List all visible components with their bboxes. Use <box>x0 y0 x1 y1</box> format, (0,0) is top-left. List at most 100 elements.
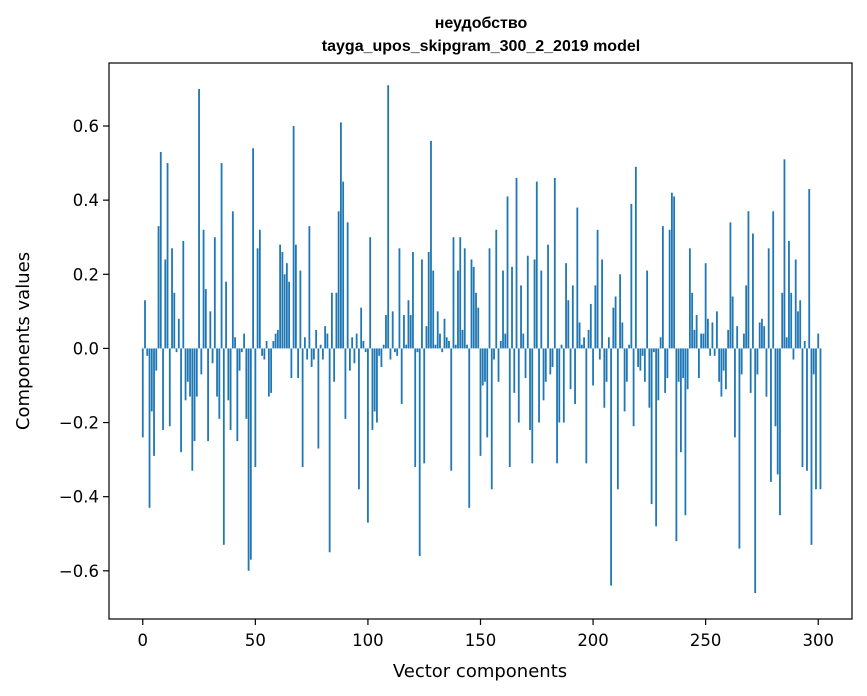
bar-component-190 <box>569 348 572 390</box>
bar-component-143 <box>463 248 466 349</box>
bar-component-232 <box>664 348 667 393</box>
bar-component-237 <box>675 348 678 542</box>
bar-component-242 <box>686 348 689 390</box>
bar-component-300 <box>817 333 820 349</box>
bar-component-222 <box>641 348 644 356</box>
bar-component-189 <box>567 300 570 349</box>
y-tick-label: 0.0 <box>73 339 99 358</box>
bar-component-54 <box>263 348 266 360</box>
bar-component-153 <box>486 348 489 438</box>
bar-component-245 <box>693 329 696 349</box>
bar-component-55 <box>265 341 268 349</box>
bar-component-271 <box>752 233 754 349</box>
bar-component-296 <box>808 189 811 349</box>
bar-component-282 <box>776 348 779 475</box>
bar-component-8 <box>159 151 162 349</box>
bar-component-9 <box>162 348 164 430</box>
bar-component-72 <box>303 337 306 349</box>
bar-component-175 <box>535 181 538 349</box>
bar-component-82 <box>326 333 329 349</box>
bar-component-178 <box>542 348 545 401</box>
bar-component-25 <box>198 88 200 349</box>
chart-title-line-1: неудобство <box>435 15 528 32</box>
bar-component-213 <box>621 322 624 349</box>
bar-component-76 <box>312 348 315 360</box>
bar-component-211 <box>616 348 619 490</box>
bar-component-272 <box>754 348 757 594</box>
bar-component-131 <box>436 311 439 349</box>
bar-component-298 <box>812 348 815 375</box>
bar-component-270 <box>749 348 752 393</box>
bar-component-129 <box>432 270 435 349</box>
bar-component-186 <box>560 344 563 349</box>
bar-component-230 <box>659 337 662 349</box>
bar-component-215 <box>625 348 628 382</box>
bar-component-96 <box>358 348 360 490</box>
bar-component-114 <box>398 248 401 349</box>
bar-component-279 <box>770 348 772 482</box>
bar-component-47 <box>247 348 250 571</box>
bar-component-79 <box>319 344 322 349</box>
bar-component-165 <box>513 348 516 393</box>
bar-component-5 <box>153 348 155 456</box>
bar-component-262 <box>731 296 734 349</box>
bar-component-251 <box>707 318 709 349</box>
bar-component-243 <box>688 248 691 349</box>
bar-component-123 <box>418 348 421 556</box>
bar-component-65 <box>288 281 291 349</box>
bar-component-226 <box>650 348 653 505</box>
bar-component-33 <box>216 348 218 397</box>
bar-component-263 <box>734 348 736 438</box>
bar-component-252 <box>709 348 712 356</box>
y-axis-ticks: −0.6 −0.4 −0.2 0.0 0.2 0.4 0.6 <box>59 117 109 581</box>
x-tick-label: 250 <box>690 631 722 650</box>
bar-component-60 <box>276 329 279 349</box>
bar-component-199 <box>589 303 592 349</box>
bar-component-110 <box>389 348 392 360</box>
bar-component-49 <box>252 148 254 349</box>
y-tick-label: 0.6 <box>73 117 99 136</box>
bar-component-70 <box>299 270 302 349</box>
bar-component-154 <box>488 248 491 349</box>
bar-component-30 <box>209 311 212 349</box>
bar-component-50 <box>254 348 257 468</box>
bar-component-187 <box>562 348 565 423</box>
bar-component-41 <box>234 337 236 349</box>
y-axis-label: Components values <box>13 252 34 430</box>
bar-component-34 <box>218 348 221 419</box>
bar-component-273 <box>756 348 759 375</box>
bar-component-1 <box>144 300 146 349</box>
bar-component-203 <box>598 348 601 360</box>
bar-component-127 <box>427 252 430 349</box>
bar-component-291 <box>797 311 799 349</box>
bar-component-81 <box>324 326 327 349</box>
bar-component-29 <box>207 348 209 442</box>
x-tick-label: 150 <box>465 631 497 650</box>
x-tick-label: 100 <box>352 631 384 650</box>
bar-component-35 <box>220 163 223 349</box>
bar-component-111 <box>391 311 394 349</box>
bar-component-161 <box>504 333 507 349</box>
bar-component-166 <box>515 177 518 349</box>
bar-component-180 <box>547 244 549 349</box>
bar-component-274 <box>758 322 761 349</box>
bar-component-177 <box>540 270 543 349</box>
bar-component-248 <box>700 333 703 349</box>
bar-component-128 <box>430 140 432 349</box>
bar-component-43 <box>238 348 241 371</box>
bar-component-151 <box>481 348 484 386</box>
x-tick-label: 50 <box>245 631 266 650</box>
bar-component-285 <box>783 159 786 349</box>
bar-component-289 <box>792 348 795 360</box>
bar-component-4 <box>150 348 153 412</box>
bar-component-299 <box>815 348 817 490</box>
chart-title-line-2: tayga_upos_skipgram_300_2_2019 model <box>322 38 640 55</box>
bar-component-32 <box>213 237 216 349</box>
bar-component-42 <box>236 348 239 442</box>
bar-component-53 <box>261 348 263 356</box>
bar-component-17 <box>180 348 182 453</box>
bar-component-113 <box>396 348 399 356</box>
bar-component-283 <box>779 348 781 516</box>
bar-component-69 <box>297 348 300 379</box>
